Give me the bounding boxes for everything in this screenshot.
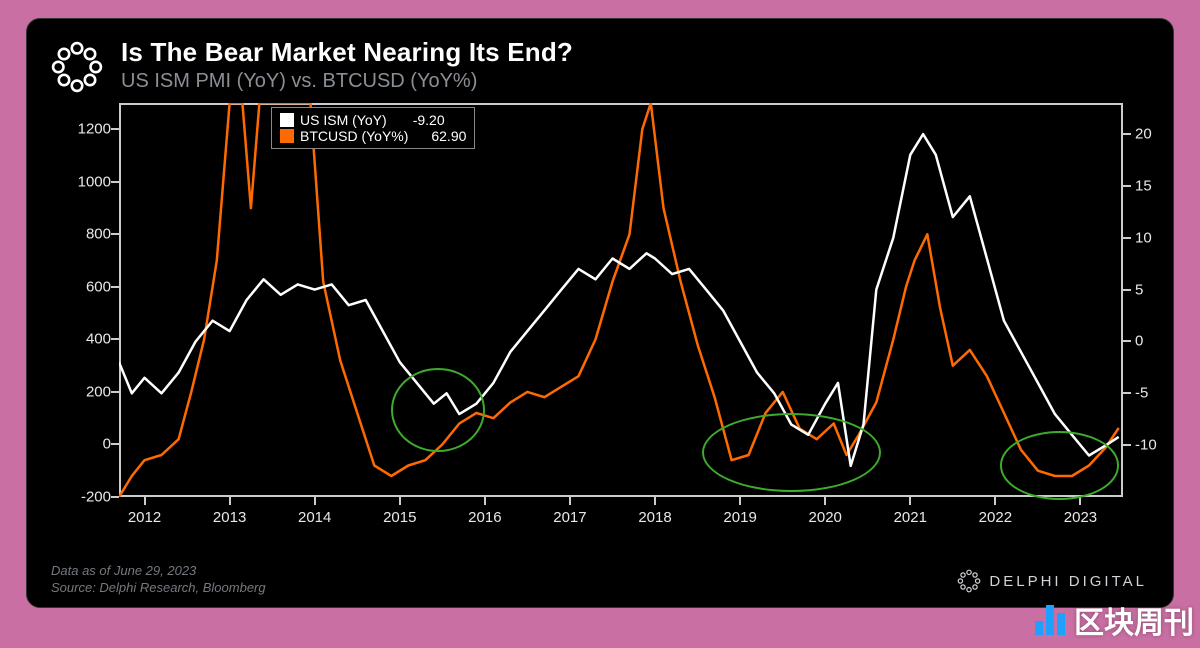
ytick-right: 5	[1135, 281, 1175, 298]
xtick: 2020	[795, 509, 855, 526]
data-date: Data as of June 29, 2023	[51, 562, 266, 580]
ytick-right: 0	[1135, 333, 1175, 350]
logo-icon	[51, 41, 103, 93]
xtick: 2013	[200, 509, 260, 526]
series-line	[119, 103, 1119, 497]
chart-area: -200020040060080010001200-10-50510152020…	[51, 103, 1149, 541]
xtick: 2016	[455, 509, 515, 526]
ytick-right: 20	[1135, 126, 1175, 143]
legend-swatch	[280, 113, 294, 127]
legend: US ISM (YoY) -9.20BTCUSD (YoY%) 62.90	[271, 107, 475, 149]
xtick: 2022	[965, 509, 1025, 526]
ytick-right: -10	[1135, 437, 1175, 454]
series-line	[119, 134, 1119, 466]
watermark-text: 区块周刊	[1074, 598, 1194, 642]
annotation-circle	[391, 368, 485, 452]
legend-value: -9.20	[399, 112, 445, 128]
header: Is The Bear Market Nearing Its End? US I…	[51, 37, 1149, 93]
xtick: 2017	[540, 509, 600, 526]
xtick: 2018	[625, 509, 685, 526]
brand-icon	[957, 569, 981, 593]
brand-text: DELPHI DIGITAL	[989, 573, 1147, 590]
ytick-right: 15	[1135, 177, 1175, 194]
data-source: Source: Delphi Research, Bloomberg	[51, 579, 266, 597]
legend-label: US ISM (YoY)	[300, 112, 387, 128]
xtick: 2021	[880, 509, 940, 526]
ytick-right: -5	[1135, 385, 1175, 402]
legend-item: BTCUSD (YoY%) 62.90	[280, 128, 466, 144]
legend-swatch	[280, 129, 294, 143]
annotation-circle	[1000, 431, 1119, 499]
chart-subtitle: US ISM PMI (YoY) vs. BTCUSD (YoY%)	[121, 70, 573, 93]
xtick: 2014	[285, 509, 345, 526]
legend-label: BTCUSD (YoY%)	[300, 128, 408, 144]
xtick: 2015	[370, 509, 430, 526]
chart-title: Is The Bear Market Nearing Its End?	[121, 37, 573, 68]
annotation-circle	[702, 413, 881, 492]
xtick: 2023	[1050, 509, 1110, 526]
brand: DELPHI DIGITAL	[957, 569, 1147, 593]
legend-item: US ISM (YoY) -9.20	[280, 112, 466, 128]
xtick: 2012	[115, 509, 175, 526]
chart-card: Is The Bear Market Nearing Its End? US I…	[26, 18, 1174, 608]
watermark: 区块周刊	[1035, 598, 1194, 642]
xtick: 2019	[710, 509, 770, 526]
series-layer	[51, 103, 1125, 499]
ytick-right: 10	[1135, 229, 1175, 246]
footer-meta: Data as of June 29, 2023 Source: Delphi …	[51, 562, 266, 597]
watermark-icon	[1035, 605, 1068, 635]
legend-value: 62.90	[420, 128, 466, 144]
